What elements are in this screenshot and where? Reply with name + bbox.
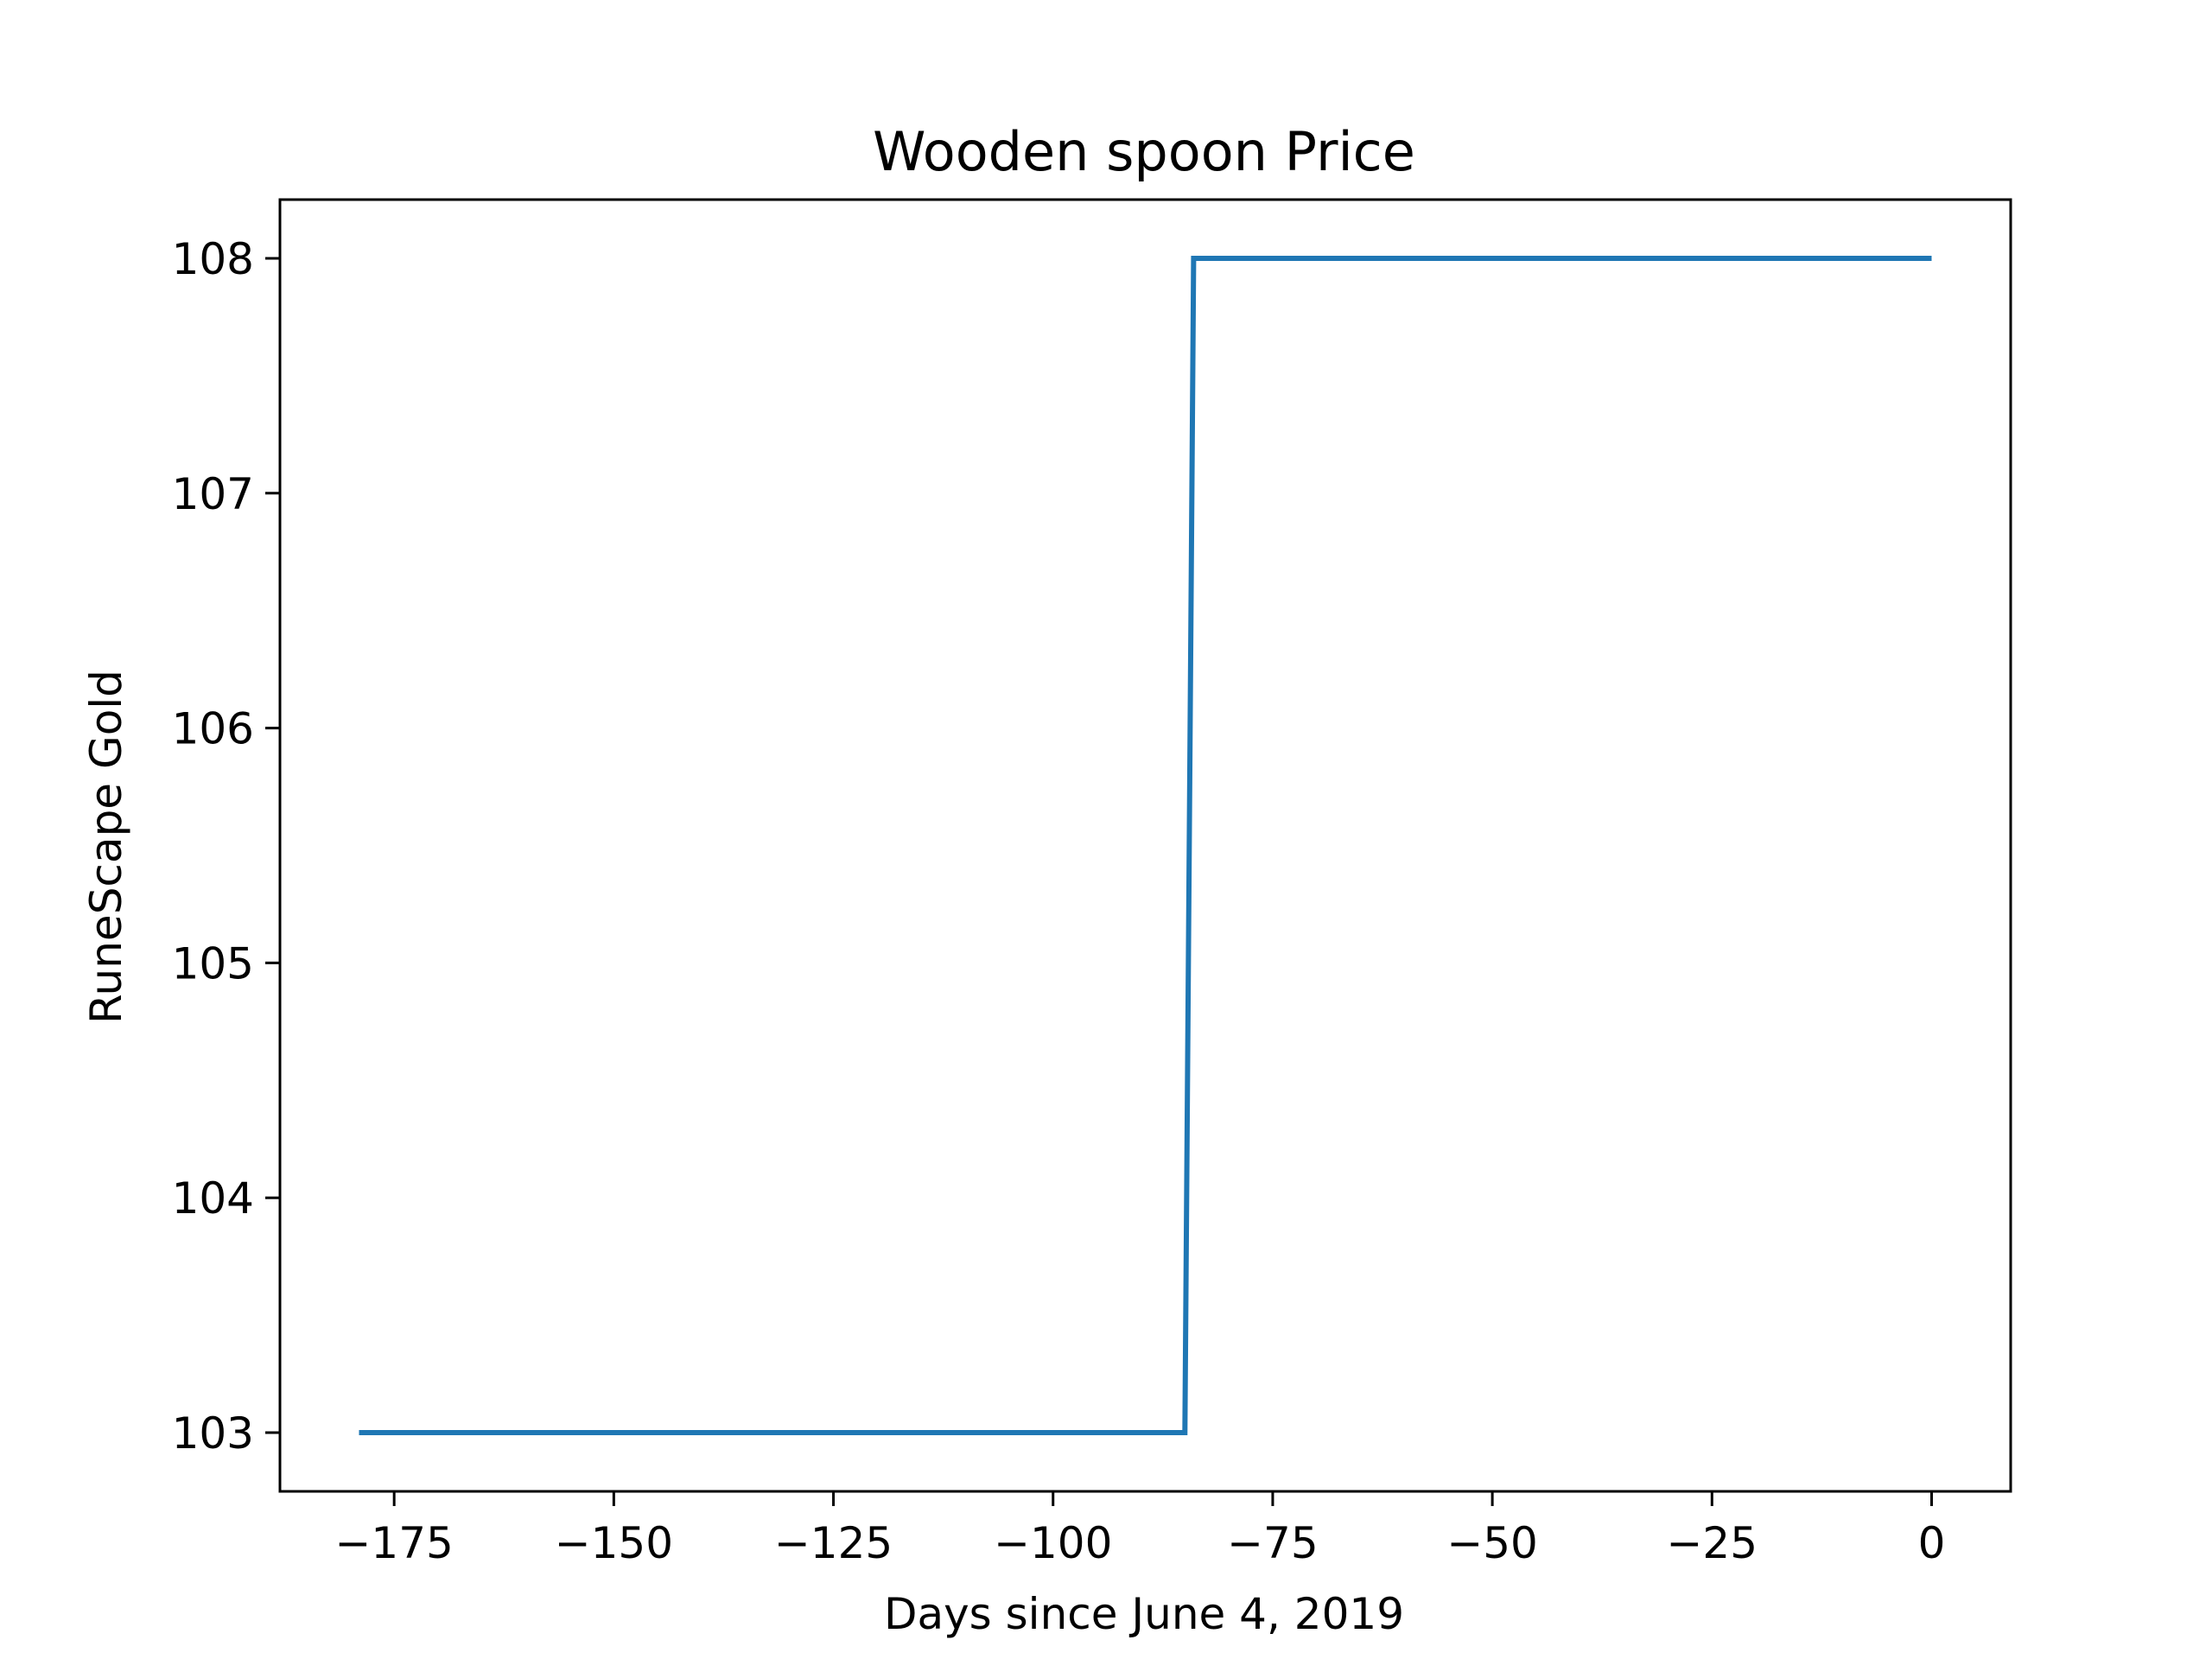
x-axis: −175 −150 −125 −100 −75 −50 −25 0 <box>335 1491 1946 1568</box>
series-layer <box>359 256 1932 1435</box>
y-tick-label: 106 <box>172 704 254 754</box>
axes-frame <box>278 198 2012 1493</box>
y-axis-label: RuneScape Gold <box>81 670 131 1024</box>
x-tick-label: −100 <box>994 1518 1112 1568</box>
x-tick-label: −75 <box>1227 1518 1319 1568</box>
x-tick-label: −125 <box>774 1518 893 1568</box>
y-axis: 103 104 105 106 107 108 <box>172 234 280 1459</box>
y-tick-label: 107 <box>172 469 254 519</box>
x-axis-label: Days since June 4, 2019 <box>884 1589 1404 1639</box>
x-tick-label: 0 <box>1918 1518 1946 1568</box>
x-tick-label: −50 <box>1446 1518 1538 1568</box>
y-tick-label: 104 <box>172 1173 254 1224</box>
x-tick-label: −175 <box>335 1518 454 1568</box>
x-tick-label: −150 <box>555 1518 673 1568</box>
y-tick-label: 108 <box>172 234 254 284</box>
price-series-line <box>359 256 1932 1435</box>
y-tick-label: 105 <box>172 938 254 988</box>
y-tick-label: 103 <box>172 1408 254 1459</box>
chart-title: Wooden spoon Price <box>873 120 1415 183</box>
x-tick-label: −25 <box>1667 1518 1758 1568</box>
